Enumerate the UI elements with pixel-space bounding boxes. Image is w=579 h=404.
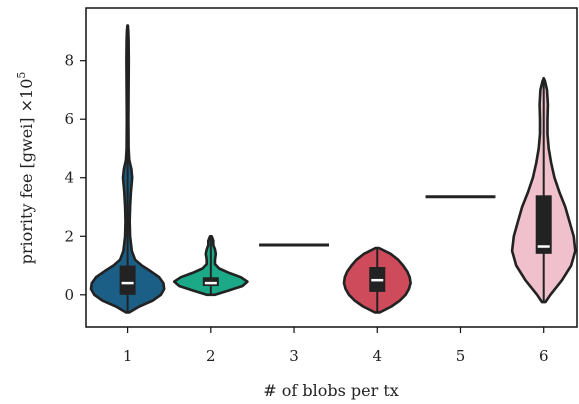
x-tick-label: 4 [372,347,382,365]
violin-4 [342,246,412,314]
violin-iqr-box-6 [535,195,552,254]
violin-iqr-box-1 [119,265,136,295]
x-tick-label: 3 [289,347,299,365]
y-axis-label: priority fee [gwei] ×105 [15,72,36,265]
violin-6 [510,76,577,304]
y-axis-label-exponent: 5 [15,72,28,79]
plot-frame [85,7,578,328]
y-tick-label: 6 [64,110,74,128]
x-tick-label: 6 [539,347,549,365]
y-tick-label: 8 [64,52,74,70]
x-tick-label: 1 [123,347,133,365]
x-tick-label: 5 [456,347,466,365]
x-tick-label: 2 [206,347,216,365]
y-axis-label-text: priority fee [gwei] ×10 [17,79,36,265]
violin-1 [89,24,166,314]
x-axis: 1 2 3 4 5 6 [123,327,549,365]
violin-2 [172,235,249,297]
violin-iqr-box-2 [202,277,219,287]
y-axis: 0 2 4 6 8 [64,52,86,304]
y-tick-label: 0 [64,286,74,304]
violins-group [89,24,577,314]
y-tick-label: 4 [64,169,74,187]
y-tick-label: 2 [64,227,74,245]
x-axis-label: # of blobs per tx [263,381,399,400]
